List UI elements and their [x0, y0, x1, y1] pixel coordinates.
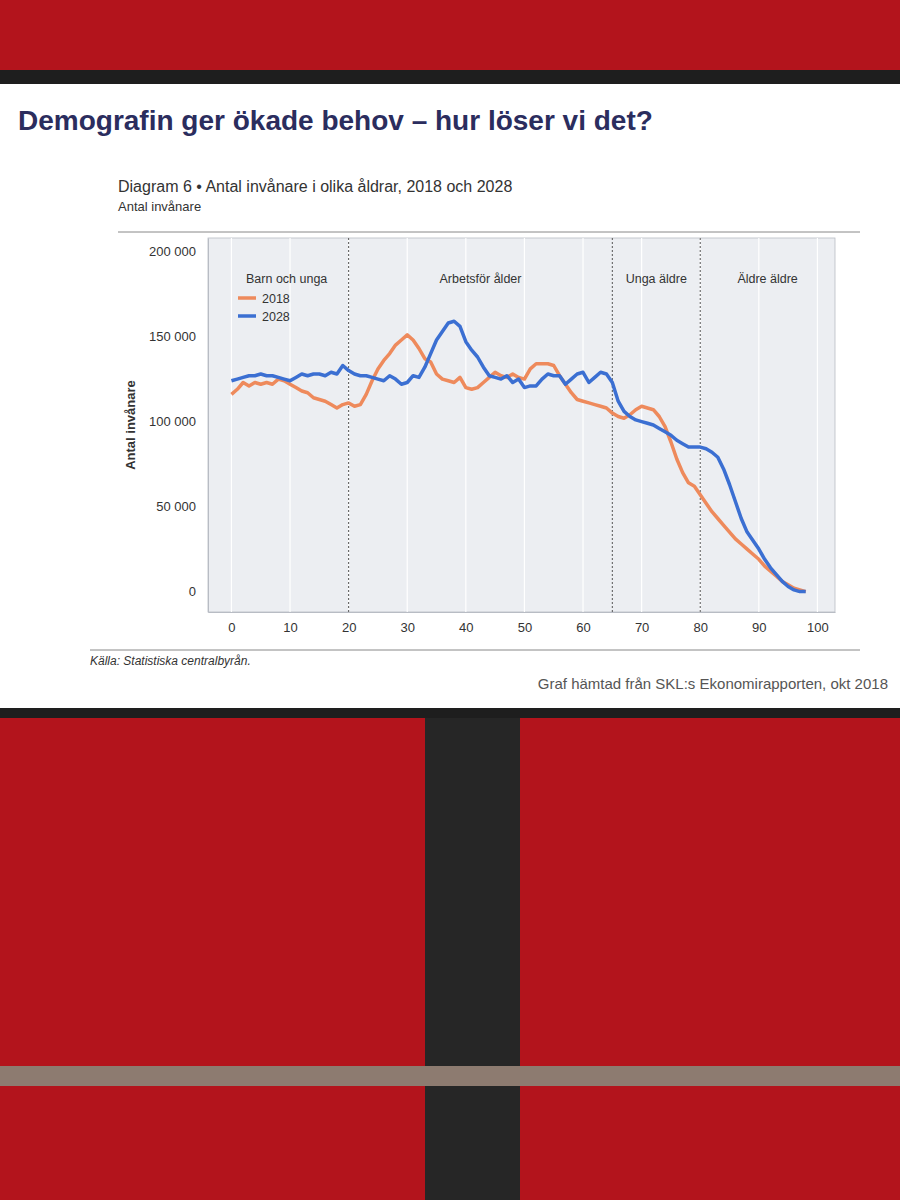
rail — [0, 1066, 900, 1086]
grid-line — [758, 238, 759, 612]
x-tick-label: 40 — [459, 620, 473, 635]
x-tick: 20 — [342, 612, 356, 635]
x-tick: 80 — [693, 612, 707, 635]
slide-title: Demografin ger ökade behov – hur löser v… — [18, 105, 653, 136]
y-tick-label: 200 000 — [149, 244, 196, 259]
region-label: Äldre äldre — [737, 272, 797, 286]
y-tick-label: 150 000 — [149, 329, 196, 344]
y-axis-title: Antal invånare — [123, 380, 138, 470]
x-tick-label: 70 — [635, 620, 649, 635]
y-tick: 200 000 — [149, 244, 208, 259]
x-tick-label: 0 — [228, 620, 235, 635]
x-tick: 30 — [400, 612, 414, 635]
x-tick: 10 — [283, 612, 297, 635]
title-rule — [118, 232, 860, 233]
x-tick-label: 10 — [283, 620, 297, 635]
x-tick: 90 — [752, 612, 766, 635]
x-tick-label: 30 — [400, 620, 414, 635]
series-line — [231, 321, 805, 591]
grid-line — [231, 238, 232, 612]
chart-title: Diagram 6 • Antal invånare i olika åldra… — [118, 178, 512, 195]
x-tick-label: 60 — [576, 620, 590, 635]
source: Källa: Statistiska centralbyrån. — [90, 654, 251, 668]
legend: 2018 2028 — [238, 292, 290, 324]
y-tick-label: 100 000 — [149, 414, 196, 429]
y-tick: 100 000 — [149, 414, 208, 429]
legend-label: 2018 — [262, 292, 290, 306]
grid-line — [700, 238, 701, 612]
source-rule — [90, 650, 860, 651]
y-tick: 150 000 — [149, 329, 208, 344]
page: Demografin ger ökade behov – hur löser v… — [0, 0, 900, 1200]
x-tick: 0 — [228, 612, 235, 635]
marks — [231, 238, 805, 612]
region-boundary — [348, 238, 349, 612]
grid-line — [817, 238, 818, 612]
grid-line — [465, 238, 466, 612]
y-tick: 50 000 — [156, 499, 208, 514]
legend-swatch — [238, 296, 256, 300]
grid-line — [641, 238, 642, 612]
x-axis: 0 10 20 30 40 50 60 70 80 90 100 — [209, 612, 836, 635]
x-tick: 70 — [635, 612, 649, 635]
region-label: Arbetsför ålder — [439, 272, 521, 286]
x-tick-label: 20 — [342, 620, 356, 635]
y-tick-label: 0 — [189, 584, 196, 599]
y-axis-line — [208, 239, 209, 613]
x-tick: 100 — [807, 612, 829, 635]
region-boundary — [700, 238, 701, 612]
x-tick-label: 100 — [807, 620, 829, 635]
x-tick-label: 50 — [518, 620, 532, 635]
grid — [231, 238, 817, 612]
x-tick: 50 — [518, 612, 532, 635]
screen-bezel — [0, 70, 900, 718]
wall — [0, 0, 900, 1200]
region-label: Barn och unga — [246, 272, 327, 286]
legend-label: 2028 — [262, 310, 290, 324]
x-tick: 40 — [459, 612, 473, 635]
chart-subtitle: Antal invånare — [118, 199, 201, 214]
grid-line — [407, 238, 408, 612]
x-axis-line — [209, 612, 836, 613]
x-tick-label: 90 — [752, 620, 766, 635]
x-tick-label: 80 — [693, 620, 707, 635]
plot-area — [208, 238, 835, 612]
region-label: Unga äldre — [626, 272, 687, 286]
slide — [0, 84, 900, 708]
grid-line — [348, 238, 349, 612]
x-tick: 60 — [576, 612, 590, 635]
y-tick: 0 — [189, 584, 208, 599]
grid-line — [524, 238, 525, 612]
grid-line — [582, 238, 583, 612]
region-boundary — [612, 238, 613, 612]
y-axis: 0 50 000 100 000 150 000 200 000 — [149, 239, 209, 613]
stand — [425, 715, 520, 1200]
legend-swatch — [238, 314, 256, 318]
slide-footer: Graf hämtad från SKL:s Ekonomirapporten,… — [538, 675, 888, 692]
y-tick-label: 50 000 — [156, 499, 196, 514]
